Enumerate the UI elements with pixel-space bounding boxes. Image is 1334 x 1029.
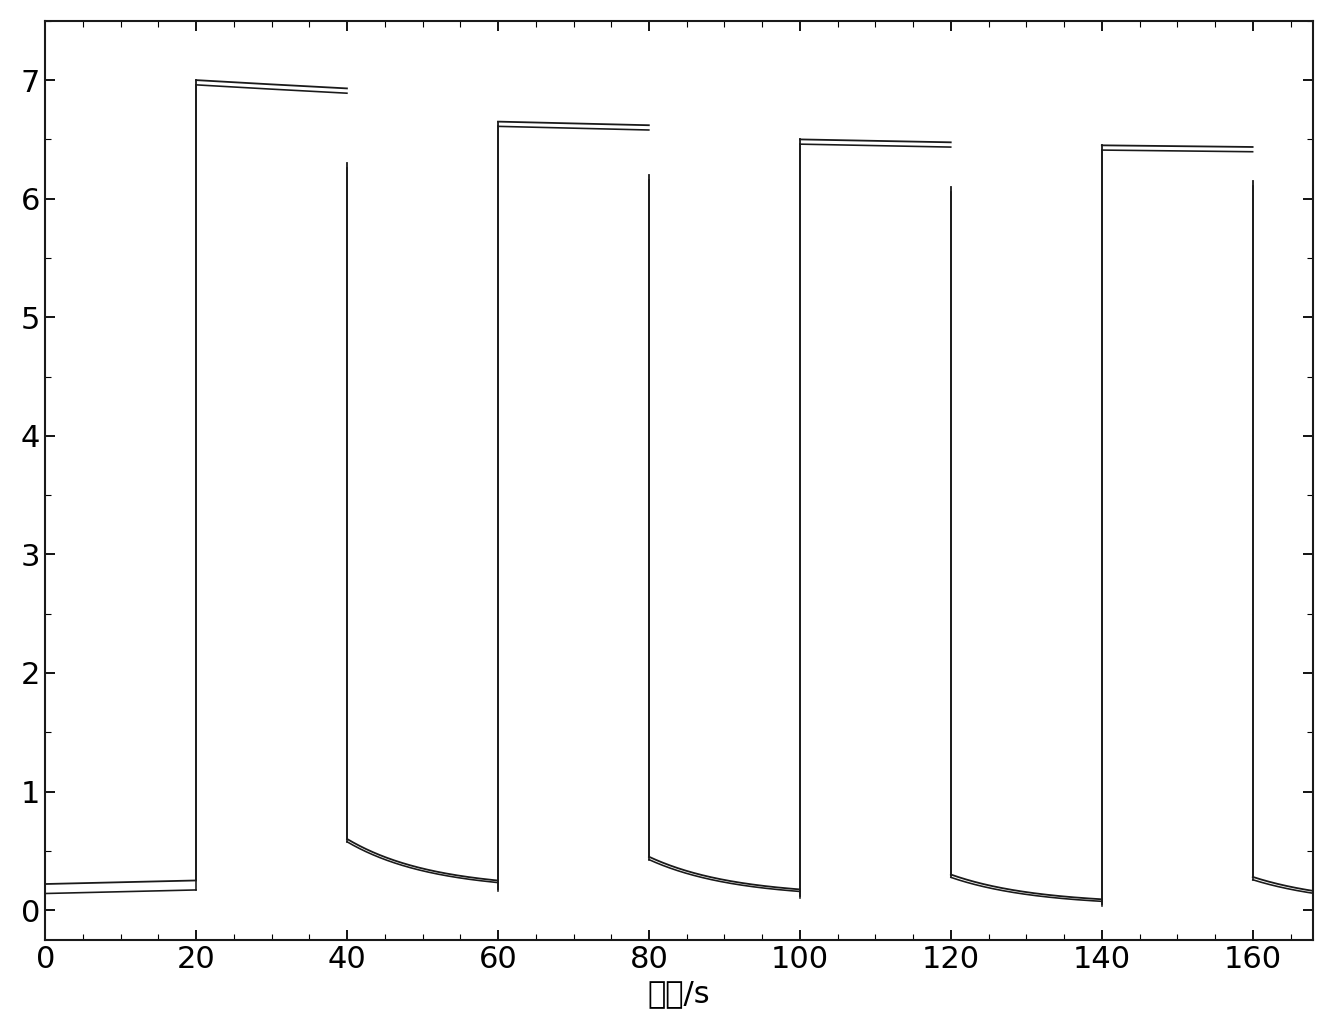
X-axis label: 时间/s: 时间/s — [648, 980, 711, 1008]
